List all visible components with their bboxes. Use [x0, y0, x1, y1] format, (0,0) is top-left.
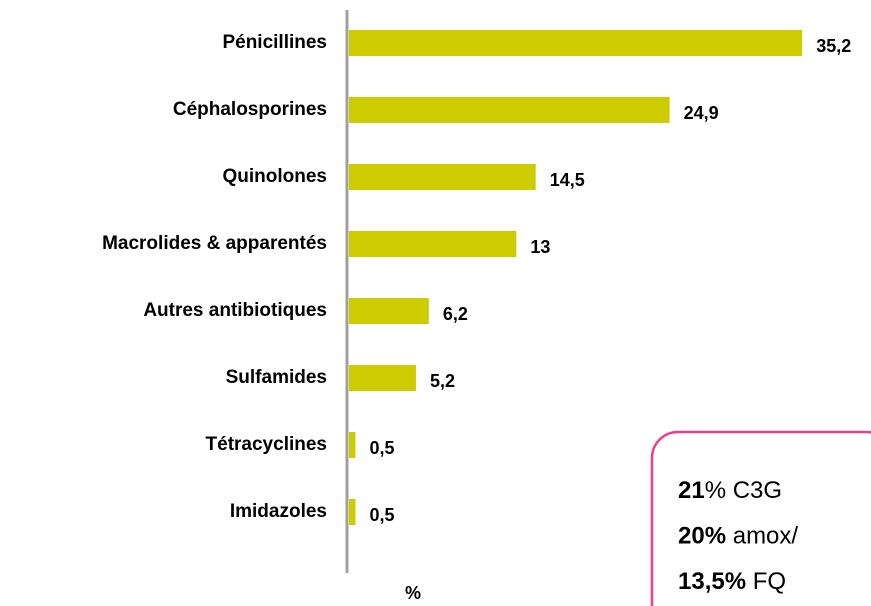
data-label: 6,2 [443, 304, 468, 324]
y-tick-label: Autres antibiotiques [143, 300, 327, 321]
annotation: 21% C3G 20% amox/13,5% FQ [678, 477, 798, 595]
annotation-bold: 20% [678, 523, 726, 550]
annotation-line: 21% C3G [678, 477, 782, 504]
data-label: 14,5 [550, 170, 585, 190]
data-label: 13 [530, 237, 550, 257]
y-tick-label: Tétracyclines [206, 434, 327, 455]
data-label: 35,2 [816, 36, 851, 56]
y-tick-label: Quinolones [223, 166, 328, 187]
bar [349, 30, 803, 56]
y-tick-label: Céphalosporines [173, 99, 327, 120]
annotation-text: FQ [746, 568, 786, 595]
bar [349, 499, 356, 525]
annotation-text: % C3G [705, 477, 782, 504]
annotation-box [650, 430, 871, 606]
bar [349, 298, 429, 324]
bar [349, 164, 536, 190]
bar [349, 432, 356, 458]
data-label: 24,9 [684, 103, 719, 123]
annotation-text: amox/ [726, 523, 798, 550]
annotation-bold: 21 [678, 477, 705, 504]
annotation-bold: 13,5% [678, 568, 746, 595]
data-label: 0,5 [369, 438, 394, 458]
y-tick-label: Sulfamides [226, 367, 327, 388]
y-tick-label: Macrolides & apparentés [102, 233, 327, 254]
data-label: 0,5 [369, 505, 394, 525]
annotation-line: 13,5% FQ [678, 568, 786, 595]
y-tick-label: Pénicillines [222, 32, 327, 53]
bar [349, 97, 670, 123]
bar [349, 365, 416, 391]
y-tick-label: Imidazoles [230, 501, 327, 522]
x-axis-label: % [405, 583, 421, 603]
annotation-line: 20% amox/ [678, 523, 798, 550]
bar [349, 231, 517, 257]
data-label: 5,2 [430, 371, 455, 391]
